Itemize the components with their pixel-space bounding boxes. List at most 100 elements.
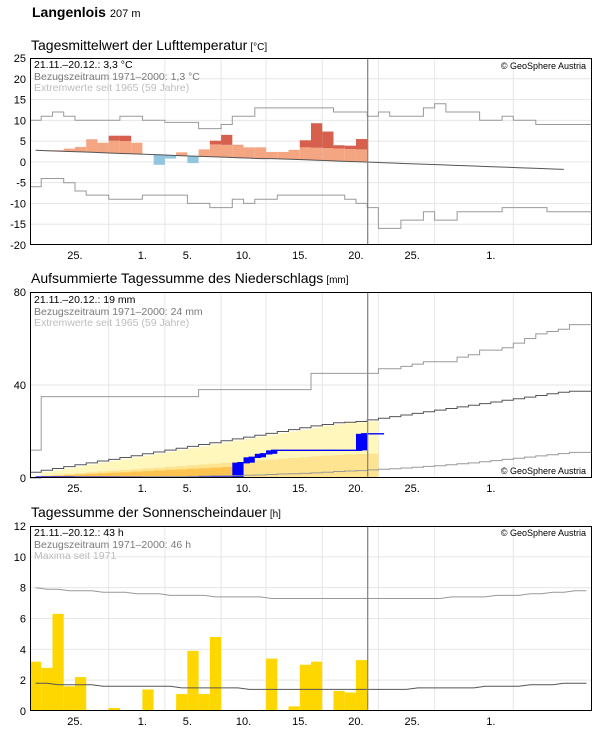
sunshine-bar xyxy=(288,706,300,711)
precip-chart: 80 40 0 25. 1. 5. 10. 15. 20. 25. 1. xyxy=(14,287,592,495)
temperature-cold-bar xyxy=(164,155,177,159)
sunshine-bar xyxy=(63,686,75,711)
temperature-warm-bar xyxy=(266,151,278,159)
temperature-chart: 25 20 15 10 5 0 -5 -10 -15 -20 25. 1. 5. 10. 15. 20. 25.… xyxy=(10,53,592,262)
sunshine-bar xyxy=(198,694,210,711)
sunshine-ytick-label: 12 xyxy=(14,521,26,533)
temperature-warm-bar xyxy=(232,145,244,158)
temperature-warm-bar xyxy=(311,147,323,161)
temperature-xtick-label: 25. xyxy=(405,250,420,262)
temperature-hot-bar xyxy=(311,123,323,148)
temperature-min-line xyxy=(30,178,592,229)
temperature-warm-bar xyxy=(198,149,210,157)
sunshine-summary: 21.11.–20.12.: 43 h xyxy=(34,527,124,539)
precip-xtick-label: 20. xyxy=(348,483,363,495)
temperature-extremes: Extremwerte seit 1965 (59 Jahre) xyxy=(34,82,190,94)
temperature-warm-bar xyxy=(322,148,334,161)
sunshine-plot-frame xyxy=(30,526,592,711)
precip-title-text: Aufsummierte Tagessumme des Niederschlag… xyxy=(31,270,324,286)
temperature-ytick-label: -10 xyxy=(10,198,26,210)
temperature-warm-bar xyxy=(74,146,87,152)
sunshine-ytick-label: 8 xyxy=(20,583,26,595)
sunshine-ytick-label: 6 xyxy=(20,614,26,626)
sunshine-bar xyxy=(41,667,53,711)
sunshine-ytick-label: 10 xyxy=(14,552,26,564)
sunshine-bar xyxy=(108,707,120,711)
sunshine-extremes: Maxima seit 1971 xyxy=(34,550,117,562)
temperature-cold-bar xyxy=(187,156,199,164)
precip-chart-title: Aufsummierte Tagessumme des Niederschlag… xyxy=(31,270,349,286)
sunshine-bar xyxy=(74,677,87,711)
precip-xtick-label: 15. xyxy=(292,483,307,495)
sunshine-bar xyxy=(344,692,356,711)
temperature-xtick-label: 10. xyxy=(236,250,251,262)
precip-summary: 21.11.–20.12.: 19 mm xyxy=(34,294,136,306)
temperature-ytick-label: 0 xyxy=(20,157,26,169)
precip-xtick-label: 10. xyxy=(236,483,251,495)
precip-xtick-label: 1. xyxy=(486,483,495,495)
sunshine-bar xyxy=(52,613,64,711)
sunshine-chart: 12 10 8 6 4 2 0 25. 1. 5. 10. 15. 20. 25. 1. xyxy=(14,521,592,728)
sunshine-bar xyxy=(209,637,222,711)
temperature-warm-bar xyxy=(119,141,132,154)
sunshine-xtick-label: 20. xyxy=(348,716,363,728)
temperature-hot-bar xyxy=(221,134,233,145)
temperature-warm-bar xyxy=(86,139,98,153)
temperature-warm-bar xyxy=(221,144,233,158)
station-name: Langenlois xyxy=(32,4,106,20)
precip-min-line xyxy=(30,451,592,479)
temperature-cold-bar xyxy=(153,154,165,165)
sunshine-chart-title: Tagessumme der Sonnenscheindauer [h] xyxy=(31,504,281,520)
temperature-hot-bar xyxy=(299,140,311,148)
sunshine-reference: Bezugszeitraum 1971–2000: 46 h xyxy=(34,538,192,551)
sunshine-xtick-label: 25. xyxy=(405,716,420,728)
temperature-warm-bar xyxy=(108,140,120,154)
precip-low-area xyxy=(41,466,244,478)
temperature-warm-bar xyxy=(299,147,311,160)
temperature-warm-bar xyxy=(63,148,75,152)
temperature-hot-bar xyxy=(344,145,356,150)
temperature-hot-bar xyxy=(355,139,368,150)
temperature-xtick-label: 25. xyxy=(67,250,82,262)
precip-normal-line xyxy=(30,390,592,473)
temperature-normal-line xyxy=(35,149,564,170)
sunshine-title-text: Tagessumme der Sonnenscheindauer xyxy=(31,504,267,520)
temperature-warm-bar xyxy=(131,142,143,154)
temperature-warm-bar xyxy=(176,152,188,156)
sunshine-bar xyxy=(30,661,42,711)
temperature-warm-bar xyxy=(277,151,289,159)
station-title: Langenlois 207 m xyxy=(32,4,140,20)
precip-copyright: © GeoSphere Austria xyxy=(500,466,586,476)
temperature-hot-bar xyxy=(119,135,132,142)
sunshine-bar xyxy=(299,664,311,711)
sunshine-copyright: © GeoSphere Austria xyxy=(500,528,586,538)
temperature-ytick-label: 15 xyxy=(14,95,26,107)
precip-plot-frame xyxy=(30,292,592,478)
sunshine-xtick-label: 1. xyxy=(486,716,495,728)
precip-xtick-label: 25. xyxy=(67,483,82,495)
sunshine-ytick-label: 2 xyxy=(20,675,26,687)
temperature-title-text: Tagesmittelwert der Lufttemperatur xyxy=(31,37,248,53)
sunshine-xtick-label: 10. xyxy=(236,716,251,728)
temperature-warm-bar xyxy=(209,144,222,157)
temperature-ytick-label: -5 xyxy=(16,178,26,190)
temperature-ytick-label: 25 xyxy=(14,53,26,65)
precip-ytick-label: 40 xyxy=(14,380,26,392)
sunshine-bar xyxy=(355,660,368,711)
sunshine-bar xyxy=(311,661,323,711)
temperature-plot-frame xyxy=(30,58,592,245)
sunshine-bar xyxy=(187,650,199,711)
sunshine-xtick-label: 15. xyxy=(292,716,307,728)
temperature-xtick-label: 20. xyxy=(348,250,363,262)
precip-max-line xyxy=(30,324,592,451)
temperature-summary: 21.11.–20.12.: 3,3 °C xyxy=(34,59,133,71)
precip-xtick-label: 25. xyxy=(405,483,420,495)
temperature-unit: [°C] xyxy=(250,42,268,53)
precip-median-area xyxy=(41,453,379,478)
temperature-info: 21.11.–20.12.: 3,3 °C Bezugszeitraum 197… xyxy=(34,59,200,95)
temperature-warm-bar xyxy=(254,147,267,159)
sunshine-ytick-label: 0 xyxy=(20,706,26,718)
temperature-ytick-label: 10 xyxy=(14,115,26,127)
temperature-ytick-label: 5 xyxy=(20,136,26,148)
